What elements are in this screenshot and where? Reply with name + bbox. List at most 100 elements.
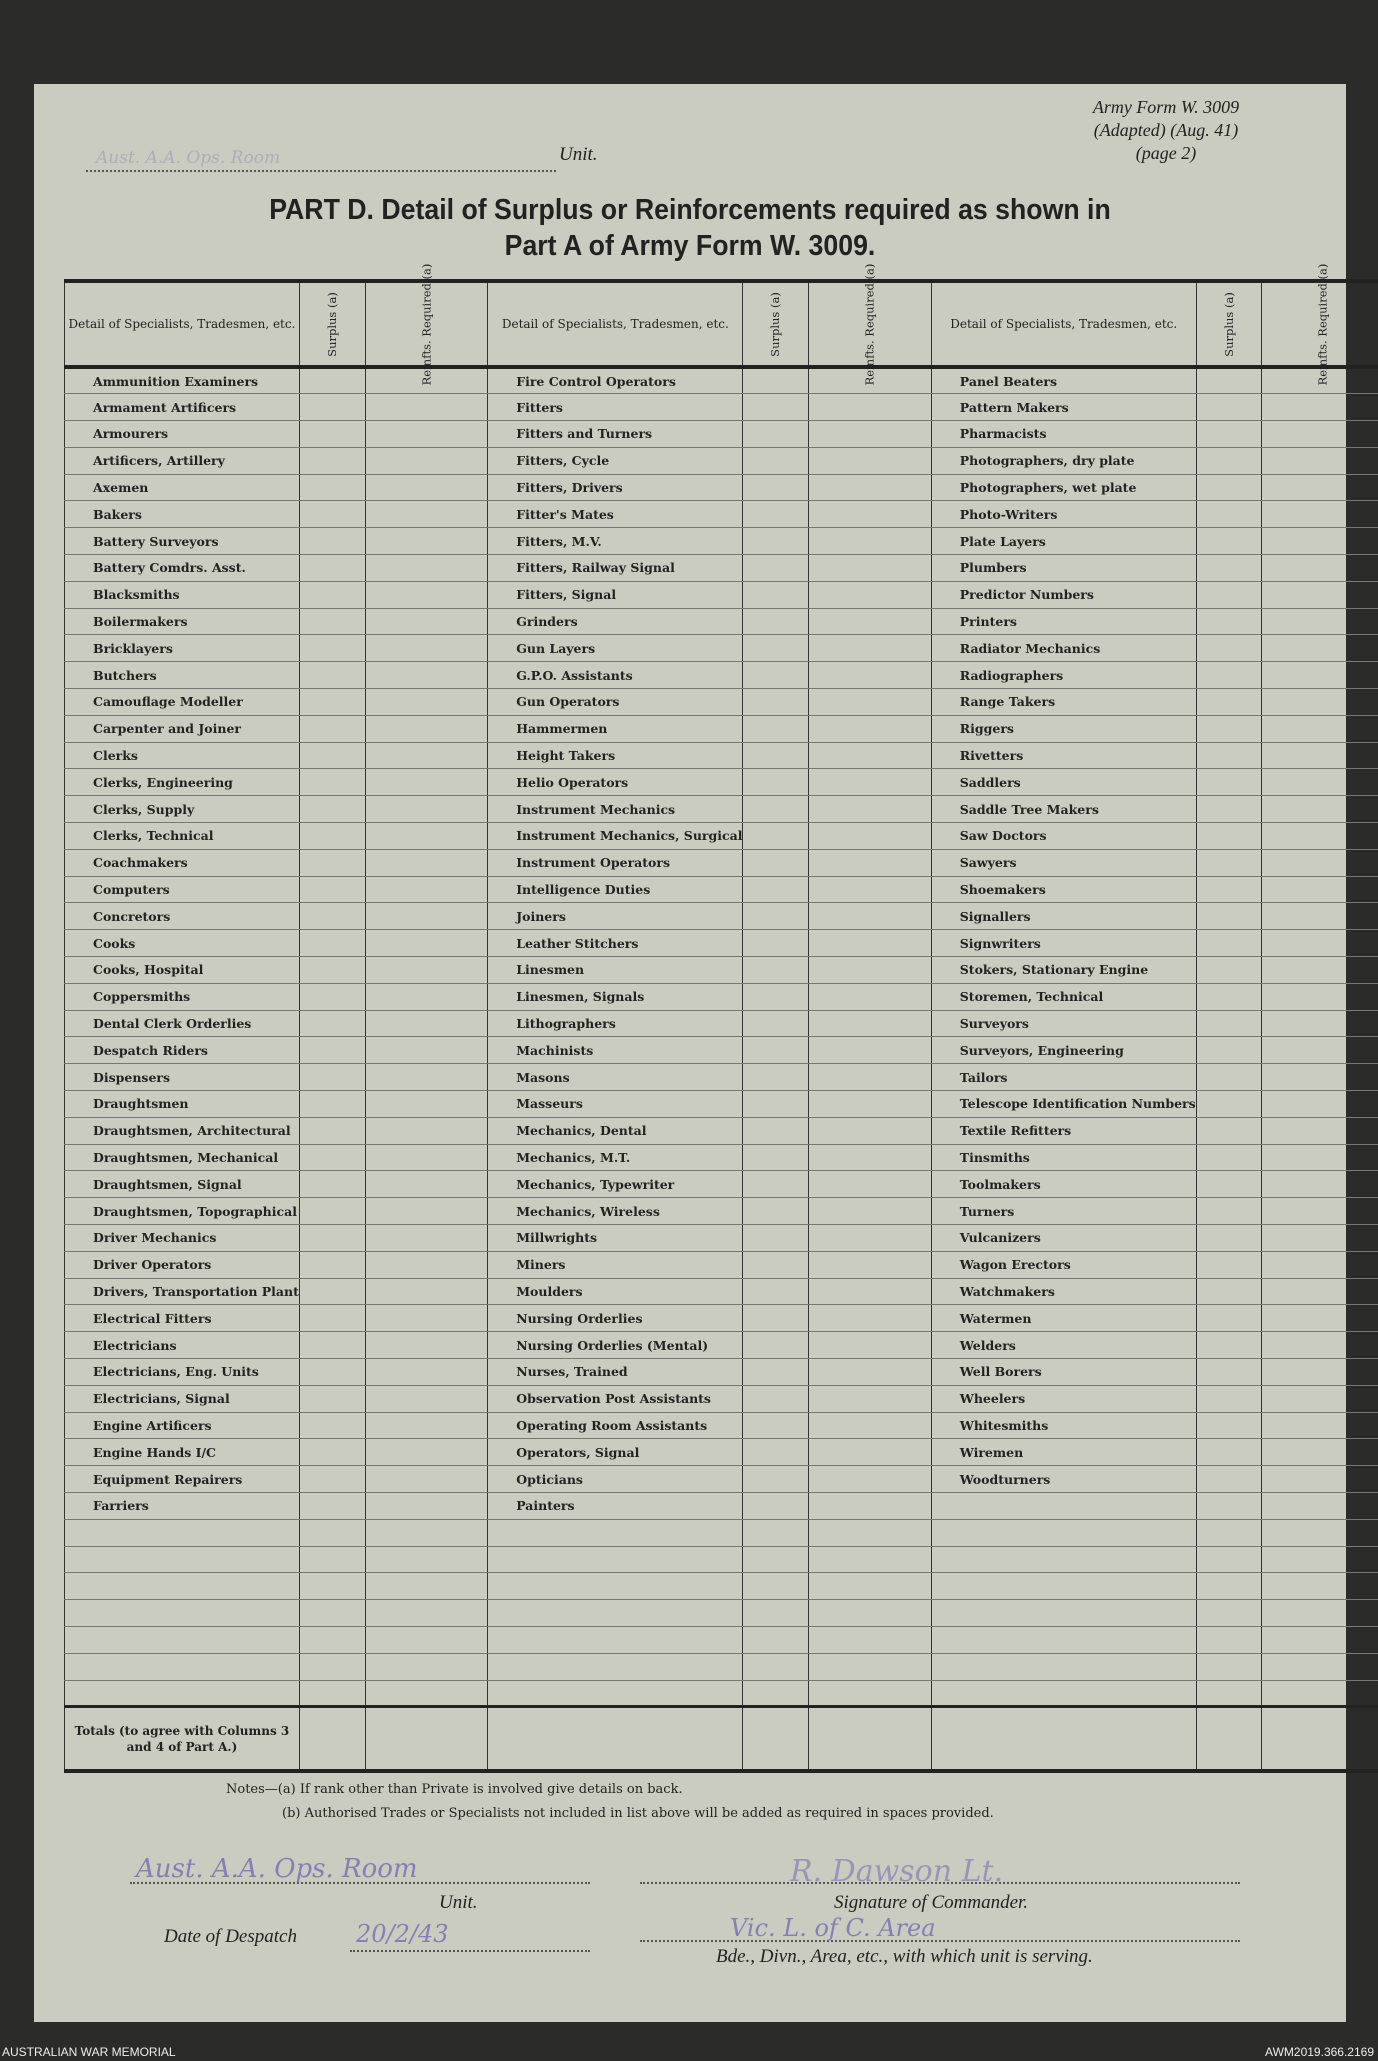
surplus-cell[interactable]: [298, 554, 366, 582]
totals-cell[interactable]: [298, 1705, 366, 1773]
reinfts-cell[interactable]: [808, 1680, 932, 1708]
reinfts-cell[interactable]: [808, 1331, 932, 1359]
surplus-cell[interactable]: [742, 1010, 810, 1038]
reinfts-cell[interactable]: [364, 929, 489, 958]
reinfts-cell[interactable]: [364, 367, 489, 395]
surplus-cell[interactable]: [298, 1278, 366, 1306]
reinfts-cell[interactable]: [1261, 715, 1378, 743]
reinfts-cell[interactable]: [1261, 393, 1378, 422]
reinfts-cell[interactable]: [1261, 581, 1378, 609]
reinfts-cell[interactable]: [1261, 1546, 1378, 1574]
surplus-cell[interactable]: [742, 876, 810, 904]
reinfts-cell[interactable]: [808, 1653, 932, 1681]
reinfts-cell[interactable]: [808, 1438, 932, 1467]
reinfts-cell[interactable]: [808, 876, 932, 904]
reinfts-cell[interactable]: [1261, 849, 1378, 877]
surplus-cell[interactable]: [1195, 474, 1263, 502]
surplus-cell[interactable]: [742, 1385, 810, 1413]
reinfts-cell[interactable]: [364, 1170, 489, 1199]
reinfts-cell[interactable]: [808, 393, 932, 422]
surplus-cell[interactable]: [1195, 1304, 1263, 1333]
surplus-cell[interactable]: [1195, 527, 1263, 556]
reinfts-cell[interactable]: [364, 1304, 489, 1333]
surplus-cell[interactable]: [298, 527, 366, 556]
surplus-cell[interactable]: [1195, 1680, 1263, 1708]
surplus-cell[interactable]: [742, 1304, 810, 1333]
surplus-cell[interactable]: [298, 688, 366, 716]
reinfts-cell[interactable]: [808, 661, 932, 690]
reinfts-cell[interactable]: [1261, 1197, 1378, 1225]
surplus-cell[interactable]: [1195, 1331, 1263, 1359]
reinfts-cell[interactable]: [364, 1653, 489, 1681]
surplus-cell[interactable]: [298, 661, 366, 690]
reinfts-cell[interactable]: [808, 929, 932, 958]
reinfts-cell[interactable]: [808, 795, 932, 824]
surplus-cell[interactable]: [742, 581, 810, 609]
reinfts-cell[interactable]: [364, 1144, 489, 1172]
reinfts-cell[interactable]: [808, 1519, 932, 1547]
reinfts-cell[interactable]: [1261, 634, 1378, 663]
surplus-cell[interactable]: [1195, 956, 1263, 984]
reinfts-cell[interactable]: [808, 902, 932, 931]
surplus-cell[interactable]: [742, 1224, 810, 1252]
reinfts-cell[interactable]: [364, 1680, 489, 1708]
surplus-cell[interactable]: [1195, 1492, 1263, 1520]
surplus-cell[interactable]: [742, 393, 810, 422]
surplus-cell[interactable]: [742, 447, 810, 475]
surplus-cell[interactable]: [298, 956, 366, 984]
reinfts-cell[interactable]: [1261, 1385, 1378, 1413]
reinfts-cell[interactable]: [808, 1412, 932, 1440]
reinfts-cell[interactable]: [808, 1546, 932, 1574]
surplus-cell[interactable]: [298, 367, 366, 395]
surplus-cell[interactable]: [298, 1599, 366, 1627]
reinfts-cell[interactable]: [364, 1278, 489, 1306]
reinfts-cell[interactable]: [364, 1546, 489, 1574]
surplus-cell[interactable]: [298, 1465, 366, 1493]
reinfts-cell[interactable]: [1261, 554, 1378, 582]
surplus-cell[interactable]: [1195, 1251, 1263, 1279]
totals-cell[interactable]: [808, 1705, 932, 1773]
surplus-cell[interactable]: [1195, 1519, 1263, 1547]
surplus-cell[interactable]: [742, 1492, 810, 1520]
reinfts-cell[interactable]: [1261, 1412, 1378, 1440]
reinfts-cell[interactable]: [364, 1358, 489, 1386]
surplus-cell[interactable]: [742, 1251, 810, 1279]
reinfts-cell[interactable]: [1261, 742, 1378, 770]
surplus-cell[interactable]: [298, 634, 366, 663]
reinfts-cell[interactable]: [808, 474, 932, 502]
surplus-cell[interactable]: [298, 983, 366, 1011]
surplus-cell[interactable]: [1195, 1170, 1263, 1199]
surplus-cell[interactable]: [298, 420, 366, 448]
reinfts-cell[interactable]: [364, 822, 489, 850]
surplus-cell[interactable]: [298, 1653, 366, 1681]
reinfts-cell[interactable]: [808, 1626, 932, 1654]
surplus-cell[interactable]: [1195, 634, 1263, 663]
surplus-cell[interactable]: [1195, 420, 1263, 448]
surplus-cell[interactable]: [742, 902, 810, 931]
reinfts-cell[interactable]: [808, 983, 932, 1011]
surplus-cell[interactable]: [1195, 1036, 1263, 1065]
reinfts-cell[interactable]: [808, 634, 932, 663]
surplus-cell[interactable]: [1195, 1385, 1263, 1413]
reinfts-cell[interactable]: [364, 1036, 489, 1065]
surplus-cell[interactable]: [298, 1412, 366, 1440]
surplus-cell[interactable]: [1195, 608, 1263, 636]
reinfts-cell[interactable]: [1261, 1090, 1378, 1118]
reinfts-cell[interactable]: [808, 1117, 932, 1145]
surplus-cell[interactable]: [1195, 822, 1263, 850]
reinfts-cell[interactable]: [364, 1385, 489, 1413]
surplus-cell[interactable]: [1195, 1626, 1263, 1654]
reinfts-cell[interactable]: [808, 527, 932, 556]
reinfts-cell[interactable]: [364, 393, 489, 422]
reinfts-cell[interactable]: [1261, 1358, 1378, 1386]
surplus-cell[interactable]: [298, 1251, 366, 1279]
reinfts-cell[interactable]: [364, 795, 489, 824]
reinfts-cell[interactable]: [808, 849, 932, 877]
surplus-cell[interactable]: [1195, 929, 1263, 958]
reinfts-cell[interactable]: [364, 1626, 489, 1654]
surplus-cell[interactable]: [1195, 393, 1263, 422]
reinfts-cell[interactable]: [364, 1438, 489, 1467]
reinfts-cell[interactable]: [808, 1170, 932, 1199]
surplus-cell[interactable]: [298, 1385, 366, 1413]
reinfts-cell[interactable]: [1261, 1117, 1378, 1145]
